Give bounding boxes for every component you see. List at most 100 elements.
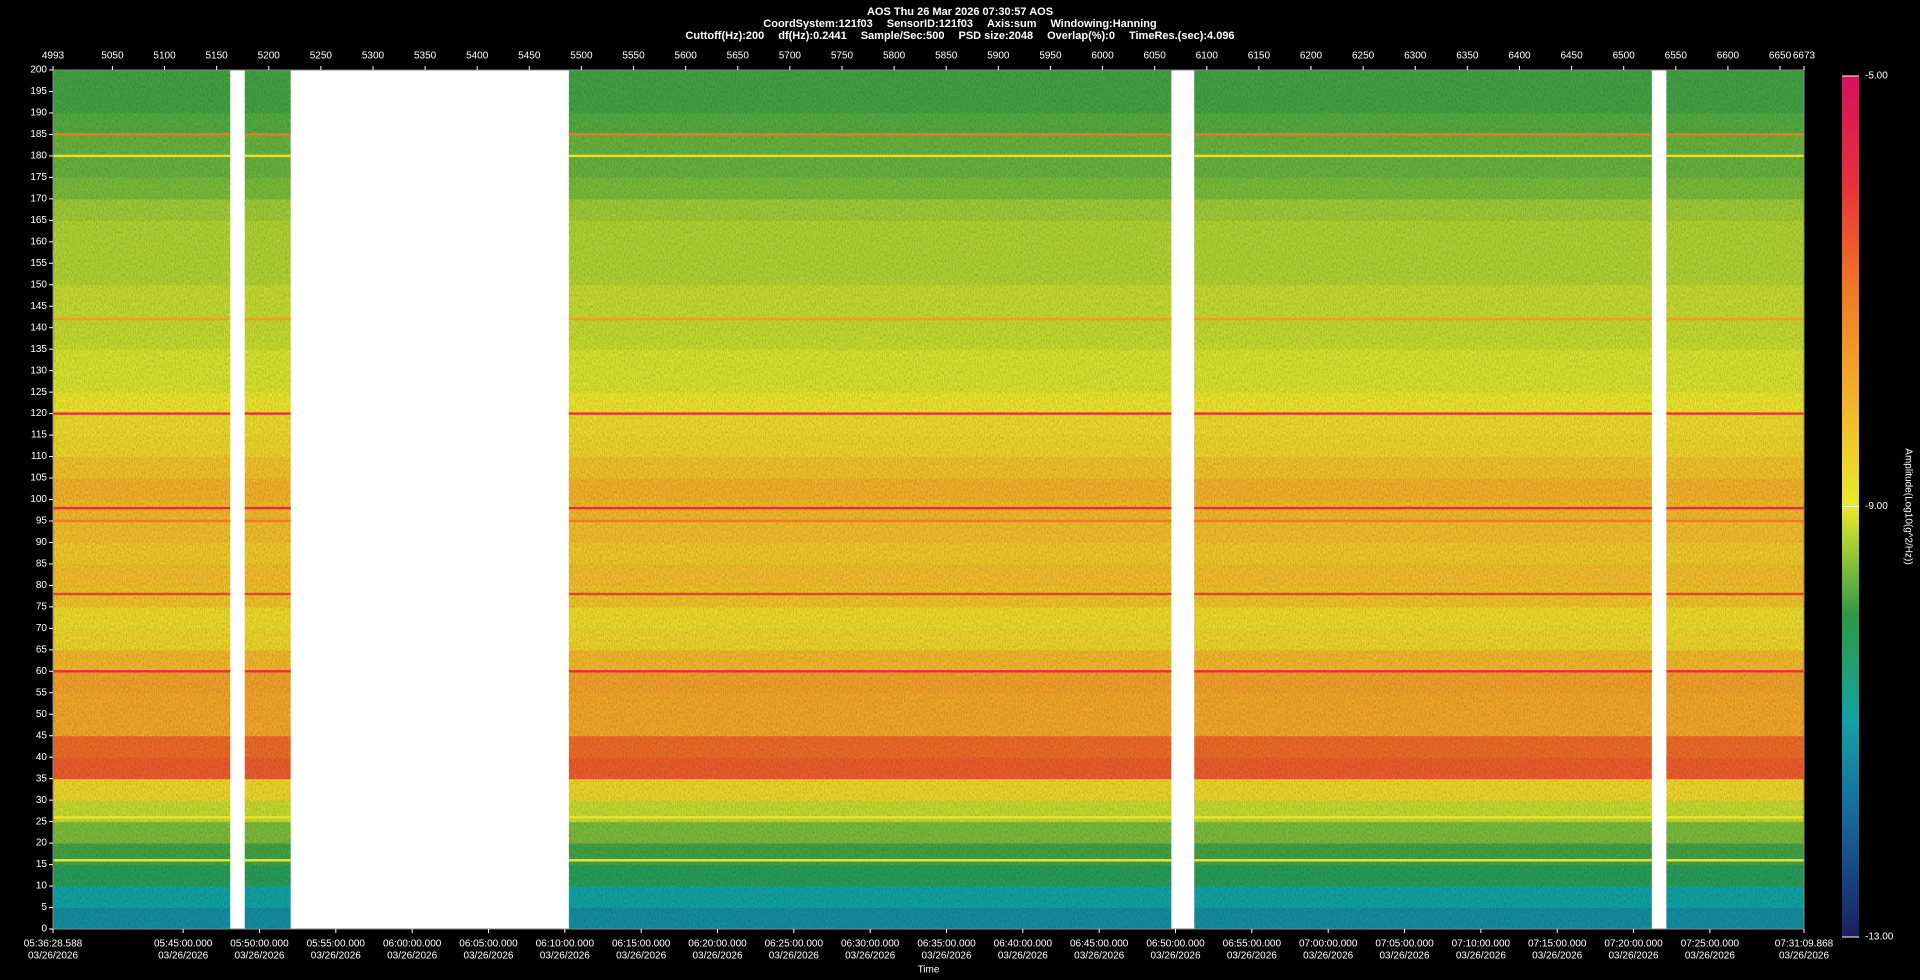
y-tick-label: 170 — [30, 193, 47, 204]
time-tick-label: 06:35:00.000 — [917, 939, 976, 950]
time-tick-label: 07:00:00.000 — [1299, 939, 1358, 950]
date-label: 03/26/2026 — [311, 951, 361, 962]
time-tick-label: 06:45:00.000 — [1070, 939, 1129, 950]
y-tick-label: 150 — [30, 279, 47, 290]
date-label: 03/26/2026 — [158, 951, 208, 962]
y-tick-label: 140 — [30, 322, 47, 333]
tone-line — [1666, 133, 1804, 136]
y-tick-label: 100 — [30, 494, 47, 505]
x-tick-label: 6300 — [1404, 51, 1427, 62]
tone-line — [244, 670, 291, 673]
x-tick-label: 6050 — [1144, 51, 1167, 62]
subtitle-item: Sample/Sec:500 — [861, 30, 945, 42]
subtitle: Cuttoff(Hz):200 df(Hz):0.2441 Sample/Sec:5… — [685, 30, 1234, 42]
tone-line — [53, 412, 231, 415]
y-tick-label: 195 — [30, 86, 47, 97]
date-label: 03/26/2026 — [1227, 951, 1277, 962]
y-tick-label: 125 — [30, 387, 47, 398]
y-tick-label: 80 — [36, 580, 48, 591]
tone-line — [1194, 519, 1652, 523]
date-label: 03/26/2026 — [1779, 951, 1829, 962]
tone-line — [1194, 816, 1652, 819]
tone-line — [244, 859, 291, 862]
tone-line — [244, 154, 291, 158]
y-tick-label: 65 — [36, 644, 48, 655]
tone-line — [53, 133, 231, 136]
plot-area — [53, 70, 1804, 930]
tone-line — [1666, 592, 1804, 596]
y-tick-label: 135 — [30, 344, 47, 355]
tone-line — [244, 133, 291, 136]
subtitle-item: Cuttoff(Hz):200 — [685, 30, 764, 42]
x-tick-label: 5900 — [987, 51, 1010, 62]
time-tick-label: 07:31:09.868 — [1775, 939, 1834, 950]
tone-line — [1194, 412, 1652, 415]
date-label: 03/26/2026 — [1150, 951, 1200, 962]
tone-line — [1666, 859, 1804, 862]
y-tick-label: 20 — [36, 838, 48, 849]
time-tick-label: 07:05:00.000 — [1375, 939, 1434, 950]
date-label: 03/26/2026 — [1303, 951, 1353, 962]
date-label: 03/26/2026 — [1380, 951, 1430, 962]
x-tick-label: 6000 — [1091, 51, 1114, 62]
x-tick-label: 6350 — [1456, 51, 1479, 62]
y-tick-label: 45 — [36, 730, 48, 741]
tone-line — [1666, 816, 1804, 819]
tone-line — [244, 317, 291, 321]
time-tick-label: 05:36:28.588 — [24, 939, 83, 950]
y-tick-label: 115 — [31, 430, 47, 441]
tone-line — [1194, 506, 1652, 510]
y-tick-label: 75 — [36, 602, 48, 613]
tone-line — [53, 816, 231, 819]
date-label: 03/26/2026 — [28, 951, 78, 962]
y-tick-label: 155 — [30, 258, 47, 269]
tone-line — [1194, 154, 1652, 158]
tone-line — [244, 592, 291, 596]
x-tick-label: 5150 — [206, 51, 229, 62]
subtitle-item: PSD size:2048 — [959, 30, 1034, 42]
x-tick-label: 5500 — [570, 51, 593, 62]
tone-line — [53, 317, 231, 321]
time-tick-label: 07:15:00.000 — [1528, 939, 1587, 950]
x-tick-label: 5600 — [675, 51, 698, 62]
y-tick-label: 190 — [30, 108, 47, 119]
x-tick-label: 5750 — [831, 51, 854, 62]
date-label: 03/26/2026 — [1074, 951, 1124, 962]
x-tick-label: 6650 — [1769, 51, 1792, 62]
x-tick-label: 5650 — [727, 51, 750, 62]
tone-line — [568, 816, 1172, 819]
x-tick-label: 6100 — [1196, 51, 1219, 62]
x-tick-label: 6450 — [1560, 51, 1583, 62]
time-tick-label: 06:05:00.000 — [459, 939, 518, 950]
y-tick-label: 60 — [36, 666, 48, 677]
time-tick-label: 06:20:00.000 — [688, 939, 747, 950]
y-tick-label: 85 — [36, 559, 48, 570]
tone-line — [53, 670, 231, 673]
y-tick-label: 15 — [36, 859, 48, 870]
y-tick-label: 110 — [31, 451, 47, 462]
date-label: 03/26/2026 — [845, 951, 895, 962]
subtitle-item: CoordSystem:121f03 — [763, 18, 872, 30]
y-tick-label: 70 — [36, 623, 48, 634]
time-tick-label: 06:30:00.000 — [841, 939, 900, 950]
date-label: 03/26/2026 — [1456, 951, 1506, 962]
y-tick-label: 185 — [30, 129, 47, 140]
x-tick-label: 5050 — [101, 51, 124, 62]
x-tick-label: 6550 — [1665, 51, 1688, 62]
x-tick-label: 6673 — [1793, 51, 1816, 62]
x-tick-label: 5700 — [779, 51, 802, 62]
y-tick-label: 90 — [36, 537, 48, 548]
y-tick-label: 10 — [36, 881, 48, 892]
y-tick-label: 0 — [41, 924, 47, 935]
tone-line — [568, 154, 1172, 158]
texture — [568, 70, 1172, 929]
x-tick-label: 6600 — [1717, 51, 1740, 62]
y-tick-label: 50 — [36, 709, 48, 720]
x-tick-label: 5250 — [310, 51, 333, 62]
y-tick-label: 40 — [36, 752, 48, 763]
tone-line — [1194, 592, 1652, 596]
time-tick-label: 05:45:00.000 — [154, 939, 213, 950]
x-tick-label: 6250 — [1352, 51, 1375, 62]
tone-line — [1194, 133, 1652, 136]
